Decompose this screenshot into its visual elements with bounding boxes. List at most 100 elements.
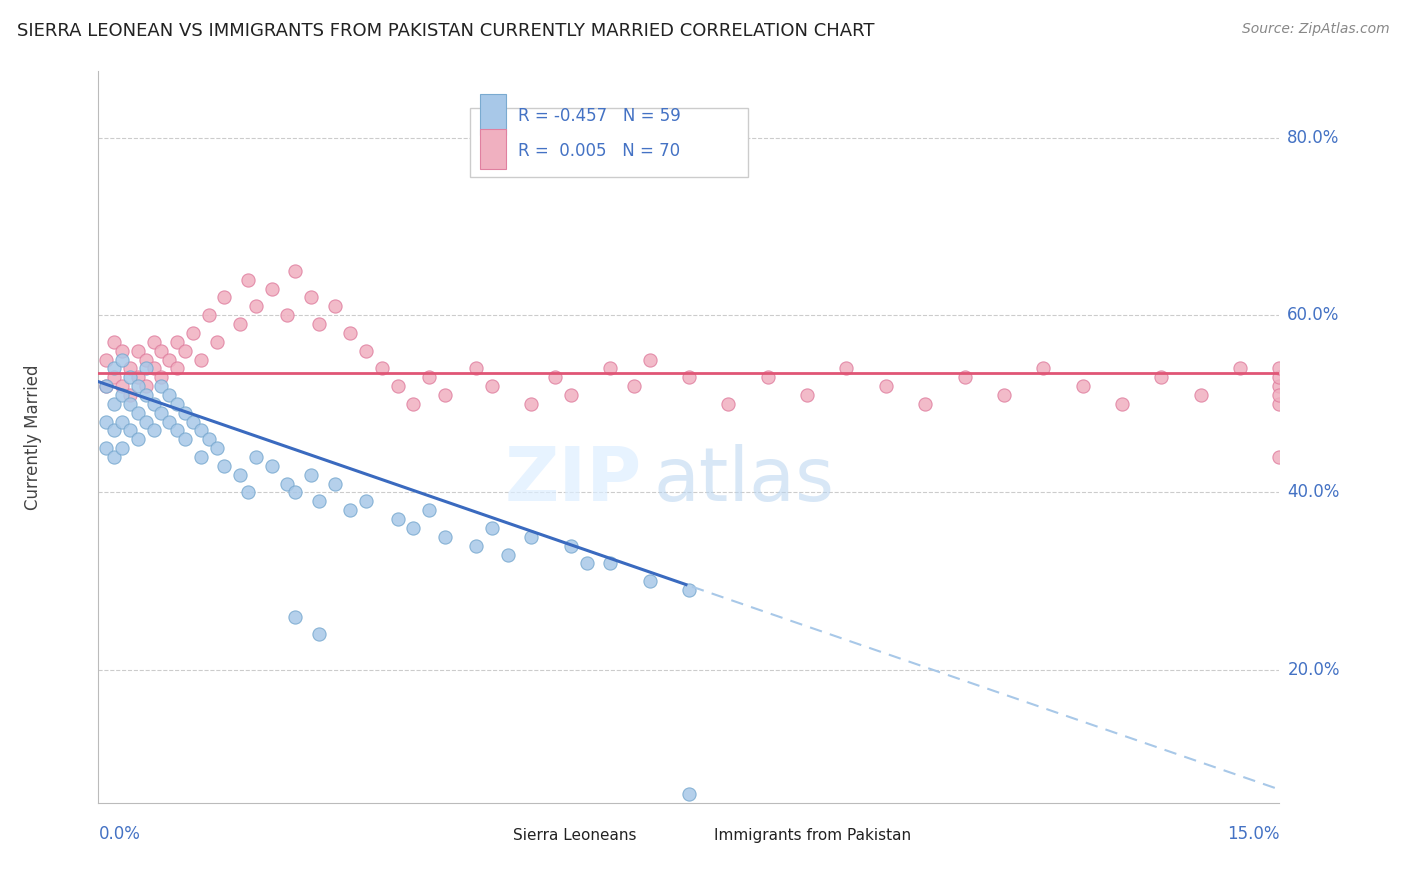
Point bbox=[638, 352, 661, 367]
Point bbox=[299, 467, 322, 482]
Point bbox=[96, 415, 118, 429]
Point bbox=[418, 503, 440, 517]
Point bbox=[993, 388, 1015, 402]
Point bbox=[623, 379, 645, 393]
Text: ZIP: ZIP bbox=[505, 444, 641, 517]
Point bbox=[127, 343, 149, 358]
Point bbox=[1268, 388, 1291, 402]
Text: 20.0%: 20.0% bbox=[1288, 661, 1340, 679]
Point bbox=[150, 379, 173, 393]
Point bbox=[260, 282, 283, 296]
Point bbox=[284, 264, 307, 278]
Point bbox=[214, 458, 236, 473]
Point bbox=[135, 352, 157, 367]
Point bbox=[111, 388, 134, 402]
Point bbox=[678, 370, 700, 384]
Text: Source: ZipAtlas.com: Source: ZipAtlas.com bbox=[1241, 22, 1389, 37]
Point bbox=[111, 352, 134, 367]
Point bbox=[103, 334, 125, 349]
Point bbox=[127, 406, 149, 420]
Point bbox=[150, 343, 173, 358]
Point bbox=[127, 379, 149, 393]
Point bbox=[402, 521, 425, 535]
Point bbox=[575, 557, 598, 571]
Point bbox=[111, 343, 134, 358]
Point bbox=[717, 397, 740, 411]
Point bbox=[433, 530, 456, 544]
Point bbox=[157, 388, 180, 402]
Point bbox=[756, 370, 779, 384]
Point bbox=[190, 352, 212, 367]
Text: R =  0.005   N = 70: R = 0.005 N = 70 bbox=[517, 142, 681, 161]
Point bbox=[1111, 397, 1133, 411]
Point bbox=[118, 388, 141, 402]
Point bbox=[181, 415, 204, 429]
Point bbox=[245, 299, 267, 313]
Point bbox=[118, 370, 141, 384]
Point bbox=[308, 494, 330, 508]
Point bbox=[96, 352, 118, 367]
FancyBboxPatch shape bbox=[482, 826, 503, 847]
Point bbox=[174, 406, 197, 420]
Point bbox=[418, 370, 440, 384]
Point bbox=[1268, 397, 1291, 411]
Point bbox=[174, 343, 197, 358]
Point bbox=[339, 503, 361, 517]
Point bbox=[402, 397, 425, 411]
Text: 0.0%: 0.0% bbox=[98, 825, 141, 843]
Point bbox=[150, 370, 173, 384]
Point bbox=[236, 485, 259, 500]
Point bbox=[229, 467, 252, 482]
Point bbox=[638, 574, 661, 589]
Point bbox=[166, 424, 188, 438]
Point bbox=[520, 530, 543, 544]
Point bbox=[96, 379, 118, 393]
FancyBboxPatch shape bbox=[479, 129, 506, 169]
Point bbox=[236, 273, 259, 287]
Point bbox=[197, 432, 219, 446]
Point bbox=[103, 450, 125, 464]
Point bbox=[387, 379, 409, 393]
Point bbox=[465, 361, 488, 376]
Point bbox=[190, 450, 212, 464]
Point bbox=[135, 415, 157, 429]
Point bbox=[142, 361, 165, 376]
Point bbox=[323, 299, 346, 313]
Point bbox=[1150, 370, 1173, 384]
Point bbox=[299, 290, 322, 304]
Point bbox=[276, 476, 298, 491]
Point bbox=[599, 557, 621, 571]
Point bbox=[142, 334, 165, 349]
Text: 15.0%: 15.0% bbox=[1227, 825, 1279, 843]
Text: 40.0%: 40.0% bbox=[1288, 483, 1340, 501]
Point bbox=[96, 379, 118, 393]
Point bbox=[465, 539, 488, 553]
Point bbox=[157, 415, 180, 429]
Text: Sierra Leoneans: Sierra Leoneans bbox=[513, 828, 637, 843]
Point bbox=[118, 397, 141, 411]
Point bbox=[284, 485, 307, 500]
Point bbox=[111, 415, 134, 429]
Point bbox=[1268, 450, 1291, 464]
Text: Currently Married: Currently Married bbox=[24, 364, 42, 510]
Point bbox=[142, 424, 165, 438]
FancyBboxPatch shape bbox=[479, 95, 506, 135]
Point bbox=[1189, 388, 1212, 402]
Point bbox=[181, 326, 204, 340]
Point bbox=[481, 521, 503, 535]
Point bbox=[544, 370, 567, 384]
Point bbox=[599, 361, 621, 376]
Point bbox=[1268, 370, 1291, 384]
Point bbox=[127, 370, 149, 384]
Text: SIERRA LEONEAN VS IMMIGRANTS FROM PAKISTAN CURRENTLY MARRIED CORRELATION CHART: SIERRA LEONEAN VS IMMIGRANTS FROM PAKIST… bbox=[17, 22, 875, 40]
Point bbox=[103, 397, 125, 411]
Point bbox=[166, 397, 188, 411]
Point bbox=[174, 432, 197, 446]
Point bbox=[118, 361, 141, 376]
Point bbox=[127, 432, 149, 446]
Point bbox=[433, 388, 456, 402]
Point bbox=[157, 352, 180, 367]
Point bbox=[354, 343, 377, 358]
Point bbox=[308, 627, 330, 641]
Point bbox=[276, 308, 298, 322]
